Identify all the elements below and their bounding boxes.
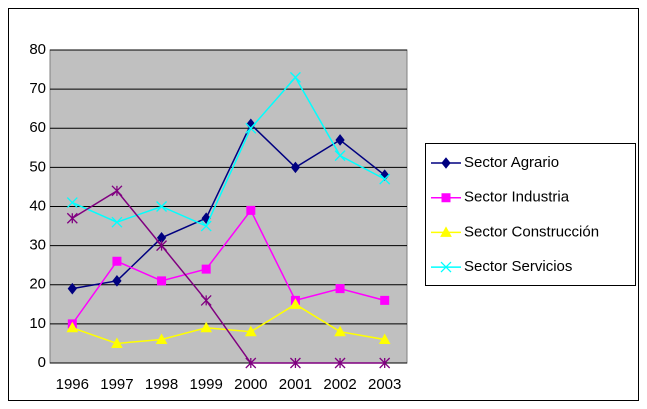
y-tick-label: 50 bbox=[29, 158, 46, 175]
data-point bbox=[200, 321, 213, 333]
legend bbox=[425, 143, 636, 286]
data-point bbox=[378, 333, 391, 345]
legend-marker bbox=[441, 157, 451, 169]
series-line bbox=[71, 189, 385, 364]
y-tick-label: 80 bbox=[29, 41, 46, 58]
legend-label: Sector Industria bbox=[464, 189, 570, 206]
series-line bbox=[71, 208, 385, 325]
x-tick-label: 2001 bbox=[279, 376, 312, 393]
series-line bbox=[72, 303, 385, 345]
data-point bbox=[112, 256, 122, 266]
y-tick-label: 40 bbox=[29, 197, 46, 214]
data-point bbox=[157, 276, 167, 286]
data-point bbox=[66, 321, 79, 333]
data-point bbox=[244, 325, 257, 337]
x-tick-label: 2002 bbox=[323, 376, 356, 393]
legend-label: Sector Agrario bbox=[464, 154, 559, 171]
data-point bbox=[335, 134, 345, 146]
legend-marker bbox=[440, 226, 452, 237]
y-tick-label: 0 bbox=[38, 354, 46, 371]
data-point bbox=[201, 264, 211, 274]
data-point bbox=[334, 357, 346, 369]
data-point bbox=[66, 197, 78, 209]
y-tick-label: 20 bbox=[29, 276, 46, 293]
x-tick-label: 1996 bbox=[56, 376, 89, 393]
data-point bbox=[155, 333, 168, 345]
data-point bbox=[379, 357, 391, 369]
data-point bbox=[335, 284, 345, 294]
data-point bbox=[201, 212, 211, 225]
data-point bbox=[334, 325, 346, 337]
legend-label: Sector Servicios bbox=[464, 258, 572, 275]
y-tick-label: 60 bbox=[29, 119, 46, 136]
data-point bbox=[111, 216, 123, 228]
data-point bbox=[156, 240, 168, 252]
data-point bbox=[289, 71, 301, 83]
y-tick-label: 30 bbox=[29, 237, 46, 254]
data-point bbox=[200, 220, 212, 232]
data-point bbox=[67, 282, 77, 295]
data-point bbox=[200, 294, 212, 306]
data-point bbox=[245, 357, 257, 369]
data-point bbox=[289, 298, 302, 309]
series-line bbox=[72, 123, 386, 290]
data-point bbox=[66, 212, 78, 224]
series-line bbox=[72, 76, 386, 228]
data-point bbox=[290, 161, 301, 174]
y-tick-label: 70 bbox=[29, 80, 46, 97]
x-tick-label: 2000 bbox=[234, 376, 267, 393]
x-tick-label: 1997 bbox=[100, 376, 133, 393]
data-point bbox=[245, 122, 257, 134]
x-tick-label: 1998 bbox=[145, 376, 178, 393]
data-point bbox=[112, 275, 122, 287]
legend-marker bbox=[441, 193, 451, 203]
data-point bbox=[379, 173, 391, 185]
x-tick-label: 2003 bbox=[368, 376, 401, 393]
data-point bbox=[289, 357, 301, 369]
data-point bbox=[246, 205, 256, 215]
y-tick-label: 10 bbox=[29, 315, 46, 332]
data-point bbox=[156, 201, 168, 212]
data-point bbox=[111, 337, 123, 348]
data-point bbox=[111, 185, 123, 197]
x-tick-label: 1999 bbox=[190, 376, 223, 393]
legend-label: Sector Construcción bbox=[464, 223, 599, 240]
data-point bbox=[380, 295, 390, 305]
legend-marker bbox=[440, 261, 452, 273]
data-point bbox=[334, 150, 346, 162]
